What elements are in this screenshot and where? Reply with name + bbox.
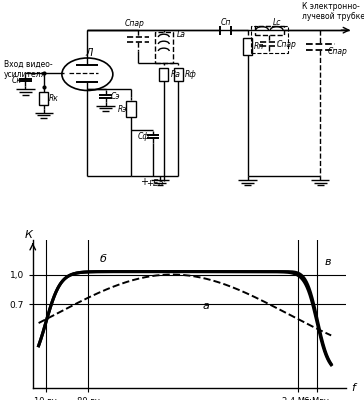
- Bar: [251, 26, 288, 53]
- Text: Rф: Rф: [185, 70, 197, 79]
- Text: К: К: [24, 230, 32, 240]
- Text: Cэ: Cэ: [111, 92, 120, 101]
- Text: Lс: Lс: [273, 18, 281, 26]
- Text: Л: Л: [86, 48, 93, 58]
- Text: Rа: Rа: [170, 70, 180, 79]
- Text: Rк: Rк: [49, 94, 59, 103]
- Text: Lа: Lа: [177, 30, 185, 39]
- Text: Rп: Rп: [254, 42, 264, 51]
- Bar: [174, 68, 183, 81]
- Text: +Eа: +Eа: [146, 179, 163, 188]
- Text: Rэ: Rэ: [118, 104, 127, 114]
- Text: Вход видео-
усилителя: Вход видео- усилителя: [4, 60, 52, 79]
- Text: Cпар: Cпар: [277, 40, 297, 48]
- Text: Cпар: Cпар: [125, 19, 145, 28]
- Bar: [39, 92, 48, 105]
- Text: Cп: Cп: [221, 18, 231, 26]
- Text: Cк: Cк: [12, 76, 22, 84]
- Text: б: б: [100, 254, 107, 264]
- Bar: [155, 32, 173, 63]
- Text: +: +: [140, 177, 148, 187]
- Text: Cпар: Cпар: [328, 46, 348, 56]
- Text: в: в: [325, 257, 331, 267]
- Bar: [255, 26, 284, 35]
- Bar: [243, 38, 252, 54]
- Text: К электронно-
лучевой трубке: К электронно- лучевой трубке: [302, 2, 364, 21]
- Text: f: f: [352, 383, 356, 393]
- Bar: [127, 101, 136, 117]
- Text: Cф: Cф: [137, 132, 149, 141]
- Bar: [159, 68, 168, 81]
- Text: а: а: [202, 301, 209, 311]
